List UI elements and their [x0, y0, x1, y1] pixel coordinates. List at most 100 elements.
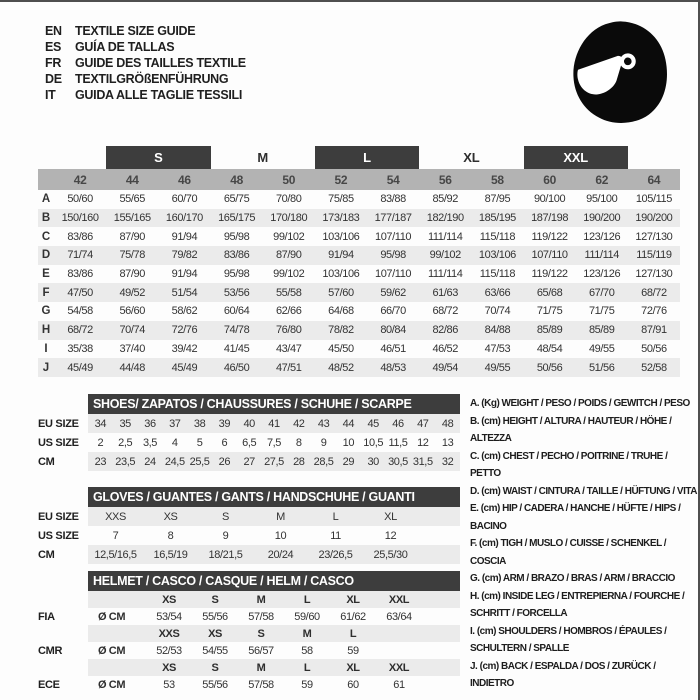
helmet-value-row: Ø CM 52/53 54/55 56/57 58 59 — [88, 642, 460, 659]
size-number: 62 — [595, 172, 609, 187]
helmet-cm-value: 56/57 — [248, 644, 274, 657]
size-cell: 99/102 — [273, 268, 305, 281]
language-row: IT GUIDA ALLE TAGLIE TESSILI — [45, 87, 246, 103]
size-cell: 123/126 — [583, 268, 621, 281]
helmet-standard-label: FIA — [38, 611, 55, 623]
shoes-us-size: 6 — [221, 436, 228, 449]
helmet-size-label: S — [211, 593, 219, 606]
shoes-eu-size: 44 — [342, 417, 355, 430]
shoes-us-size: 5 — [196, 436, 203, 449]
shoes-cm-value: 29 — [342, 455, 355, 468]
helmet-standard-section: XS S M L XL XXL Ø CM 53 55/56 57/58 59 60 61 ECE — [38, 659, 460, 693]
helmet-value-row: Ø CM 53 55/56 57/58 59 60 61 — [88, 676, 460, 693]
shoes-us-size: 8 — [295, 436, 302, 449]
gloves-cm-value: 23/26,5 — [318, 548, 353, 561]
size-table-row: F 47/50 49/52 51/54 53/56 55/58 57/60 59/62 61/… — [38, 283, 680, 303]
legend-item: A. (Kg) WEIGHT / PESO / POIDS / GEWITCH … — [470, 398, 690, 409]
helmet-standard-section: XS S M L XL XXL Ø CM 53/54 55/56 57/58 59/60 61/6… — [38, 591, 460, 625]
measurement-letter: B — [41, 212, 51, 225]
language-title: GUIDE DES TAILLES TEXTILE — [75, 56, 246, 70]
size-cell: 115/118 — [479, 268, 516, 281]
helmet-size-label: XL — [346, 661, 360, 674]
helmet-cm-value: 53 — [163, 678, 175, 691]
size-cell: 72/76 — [641, 305, 667, 318]
size-number: 54 — [386, 172, 400, 187]
size-cell: 170/180 — [270, 212, 308, 225]
gloves-us-row: US SIZE 7 8 9 10 11 12 — [38, 526, 460, 545]
helmet-unit-label: Ø CM — [98, 644, 126, 657]
gloves-eu-row: EU SIZE XXS XS S M L XL — [38, 507, 460, 526]
shoes-eu-size: 37 — [169, 417, 181, 430]
size-cell: 60/70 — [171, 193, 198, 206]
size-cell: 53/56 — [223, 286, 250, 299]
helmet-table-body: XS S M L XL XXL Ø CM 53/54 55/56 57/58 59/60 61/6… — [38, 591, 460, 693]
helmet-size-row: XXS XS S M L — [88, 625, 460, 642]
shoes-eu-size: 41 — [268, 417, 280, 430]
helmet-size-label: XS — [208, 627, 222, 640]
language-title: GUÍA DE TALLAS — [75, 40, 175, 54]
helmet-size-label: XS — [162, 661, 176, 674]
shoes-eu-size: 40 — [243, 417, 255, 430]
language-code: ES — [45, 40, 62, 54]
language-row: DE TEXTILGRÖßENFÜHRUNG — [45, 71, 246, 87]
shoes-table-title: SHOES/ ZAPATOS / CHAUSSURES / SCHUHE / S… — [88, 394, 460, 414]
group-xl: XL — [463, 150, 480, 165]
size-cell: 103/106 — [478, 249, 516, 262]
language-row: EN TEXTILE SIZE GUIDE — [45, 23, 246, 39]
gloves-eu-size: XXS — [105, 510, 126, 523]
size-cell: 111/114 — [584, 249, 619, 262]
size-cell: 66/70 — [380, 305, 406, 318]
shoes-us-size: 13 — [441, 436, 454, 449]
size-cell: 71/75 — [536, 305, 563, 318]
size-cell: 62/66 — [275, 305, 302, 318]
size-cell: 74/78 — [223, 324, 250, 337]
size-table-body: A 50/60 55/65 60/70 65/75 70/80 75/85 83/88 85/… — [38, 190, 680, 377]
group-l: L — [314, 146, 420, 169]
helmet-size-row: XS S M L XL XXL — [88, 591, 460, 608]
size-cell: 45/50 — [328, 342, 354, 355]
shoes-cm-value: 30 — [367, 455, 379, 468]
helmet-cm-value: 59 — [347, 644, 359, 657]
gloves-cm-label: CM — [38, 548, 55, 561]
language-row: ES GUÍA DE TALLAS — [45, 39, 246, 55]
racing-helmet-icon — [573, 21, 667, 123]
textile-size-table: S M L XL XXL 42 44 46 48 50 52 54 56 58 60 62 64 A … — [38, 146, 680, 377]
helmet-size-label: S — [257, 627, 265, 640]
size-number: 60 — [543, 172, 556, 187]
size-cell: 155/165 — [113, 212, 151, 225]
gloves-eu-size: XL — [384, 510, 397, 523]
size-cell: 83/86 — [67, 230, 93, 243]
size-cell: 64/68 — [328, 305, 354, 318]
size-cell: 85/89 — [536, 324, 563, 337]
shoes-cm-value: 24,5 — [164, 455, 185, 468]
gloves-cm-value: 20/24 — [267, 548, 294, 561]
shoes-cm-value: 28,5 — [313, 455, 334, 468]
shoes-eu-row: EU SIZE 34 35 36 37 38 39 40 41 42 43 44 45 46 47 48 — [38, 414, 460, 433]
legend-item: E. (cm) HIP / CADERA / HANCHE / HÜFTE / … — [470, 503, 681, 532]
size-cell: 99/102 — [429, 249, 462, 262]
shoes-cm-value: 31,5 — [412, 455, 433, 468]
size-cell: 99/102 — [273, 230, 305, 243]
gloves-cm-value: 12,5/16,5 — [94, 548, 137, 561]
size-cell: 60/64 — [223, 305, 250, 318]
gloves-us-size: 8 — [167, 529, 174, 542]
helmet-cm-value: 55/56 — [202, 610, 228, 623]
legend-item: B. (cm) HEIGHT / ALTURA / HAUTEUR / HÖHE… — [470, 415, 672, 445]
shoes-eu-size: 38 — [193, 417, 206, 430]
size-cell: 185/195 — [478, 212, 516, 225]
size-cell: 80/84 — [380, 324, 406, 337]
helmet-cm-value: 57/58 — [248, 610, 274, 623]
size-cell: 115/119 — [636, 249, 672, 262]
size-table-row: D 71/74 75/78 79/82 83/86 87/90 91/94 95/98 99/… — [38, 246, 680, 265]
size-number: 44 — [125, 172, 139, 187]
gloves-us-label: US SIZE — [38, 529, 79, 542]
language-title: TEXTILGRÖßENFÜHRUNG — [75, 72, 229, 86]
shoes-eu-size: 35 — [119, 417, 131, 430]
gloves-eu-size: S — [222, 510, 229, 523]
size-cell: 56/60 — [119, 305, 145, 318]
shoes-cm-value: 32 — [441, 455, 454, 468]
shoes-eu-label: EU SIZE — [38, 417, 79, 430]
gloves-eu-size: M — [276, 510, 285, 523]
size-cell: 44/48 — [119, 361, 145, 374]
helmet-cm-value: 55/56 — [202, 678, 228, 691]
